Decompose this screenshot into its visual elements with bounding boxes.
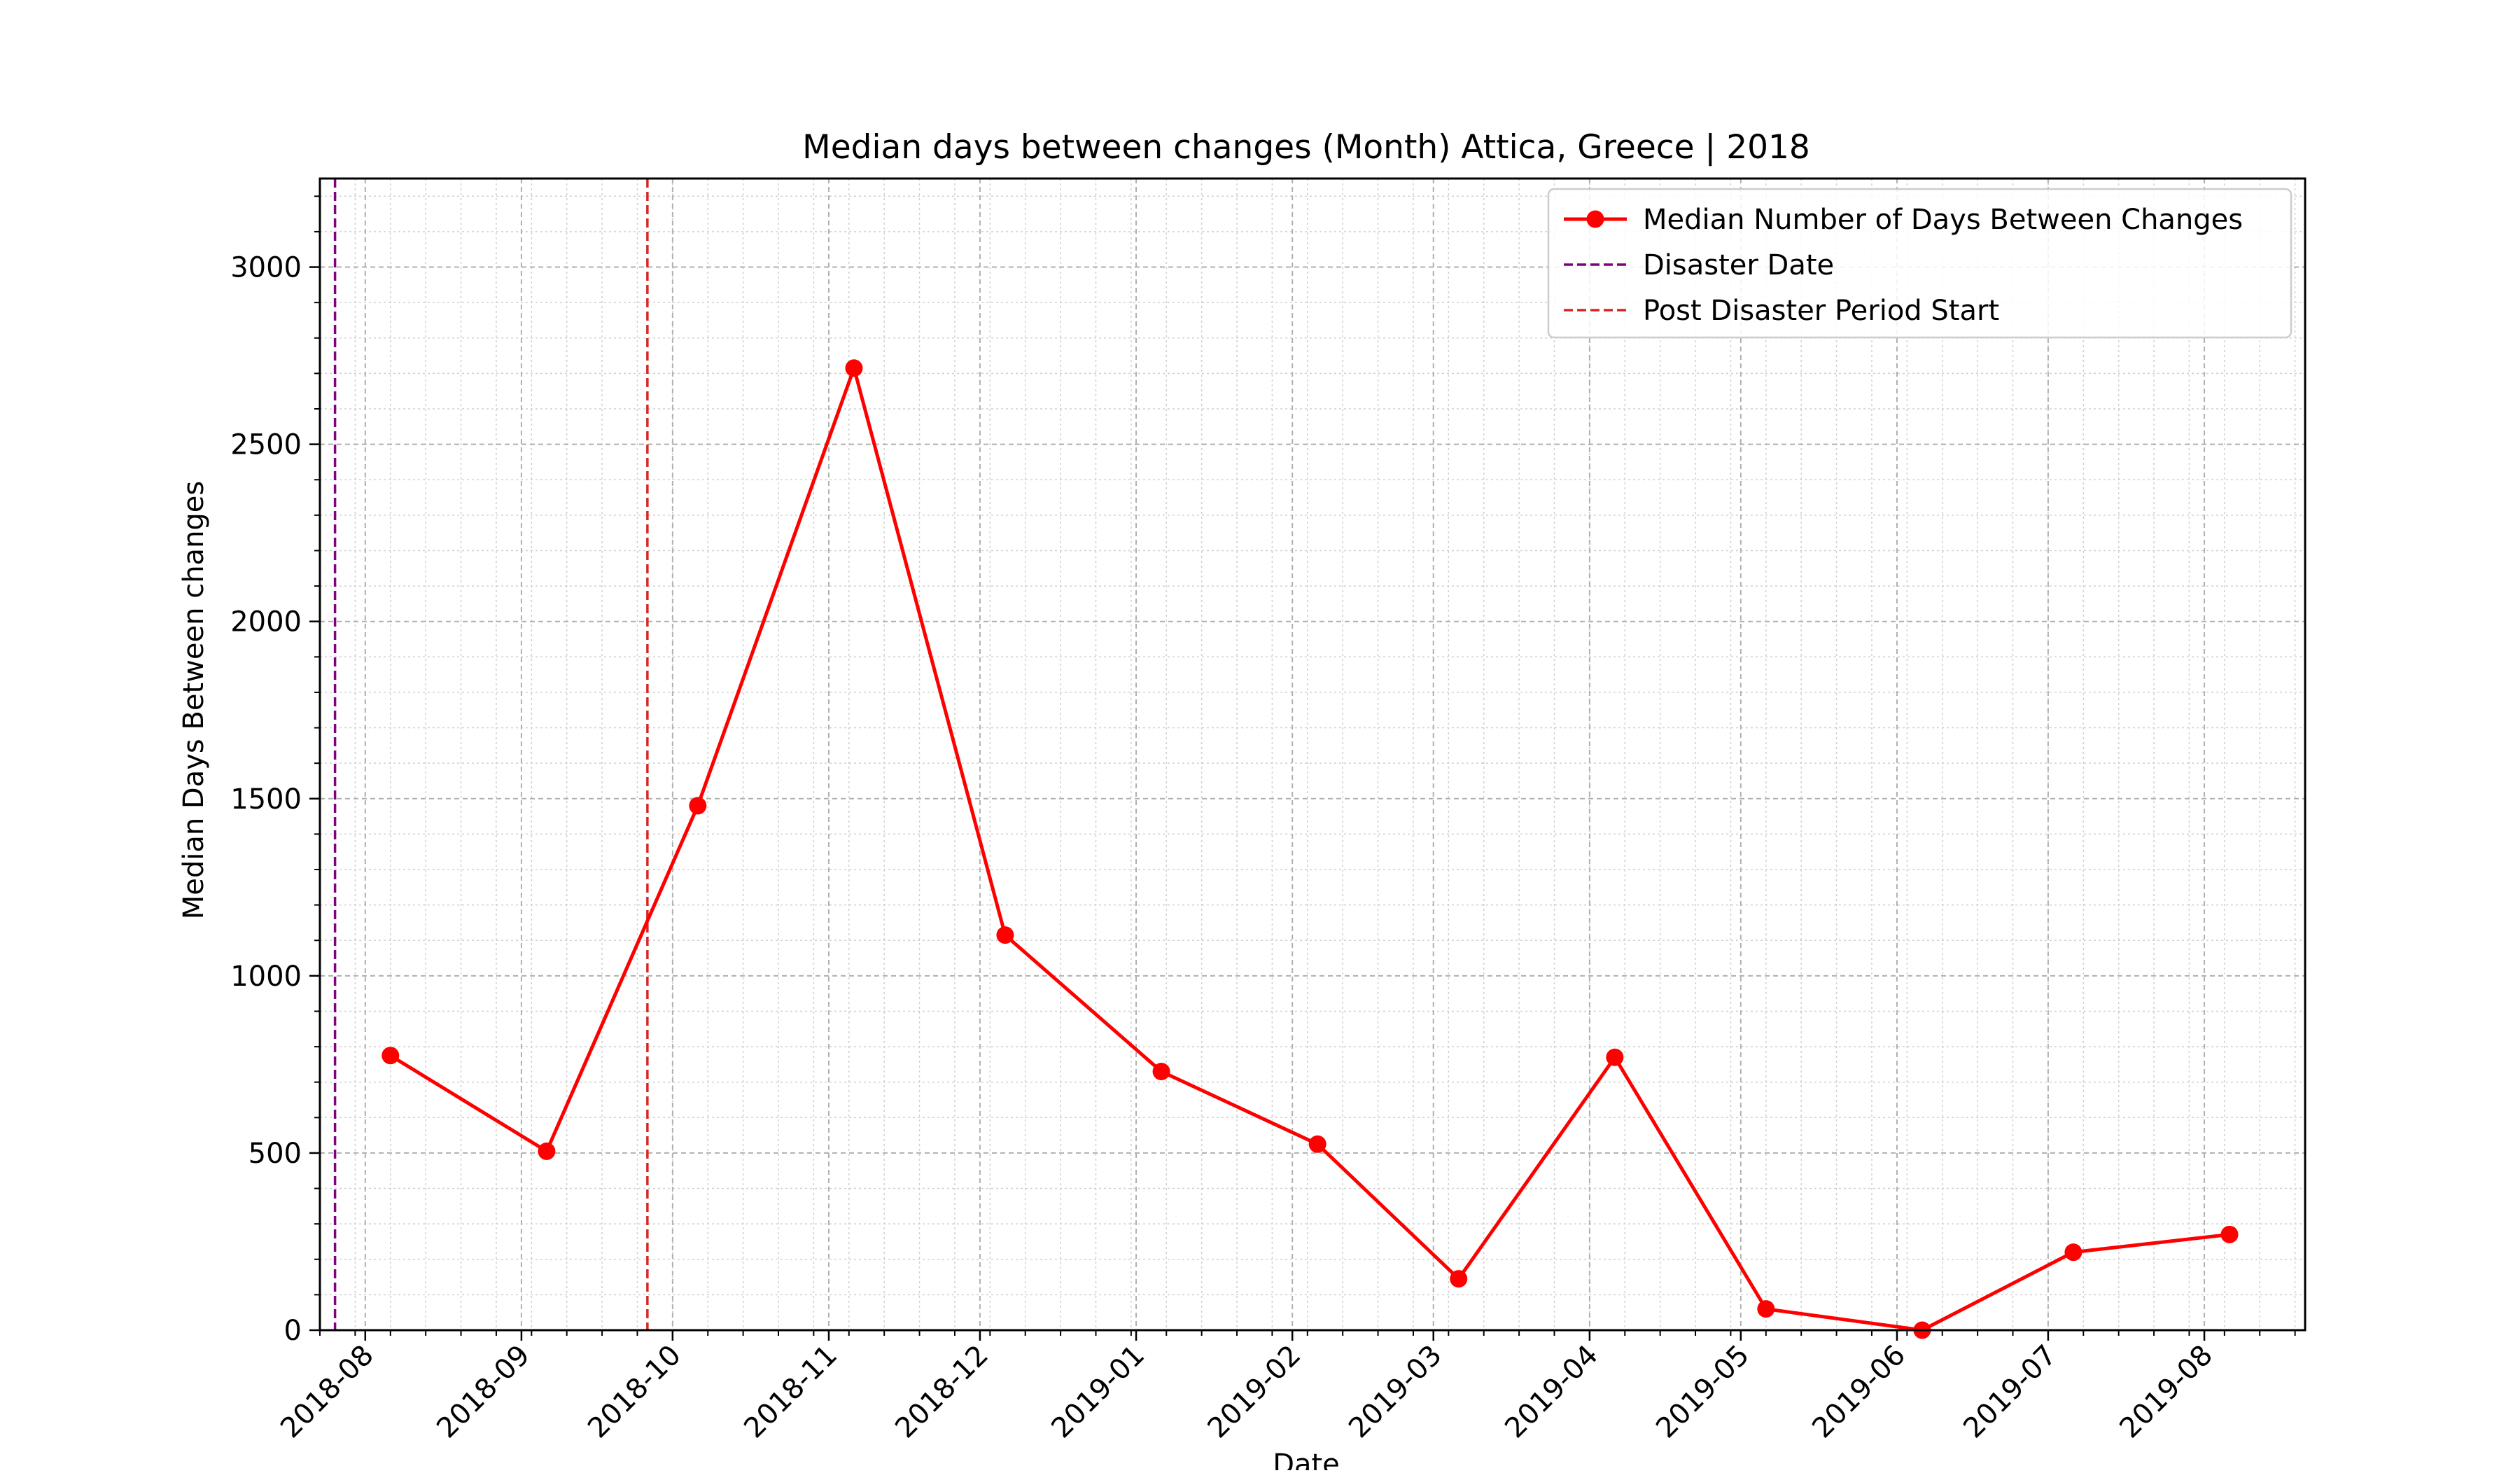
data-point xyxy=(1450,1270,1468,1288)
x-tick-label: 2019-08 xyxy=(2113,1339,2219,1445)
y-axis-label: Median Days Between changes xyxy=(178,481,210,920)
data-point xyxy=(689,797,707,815)
x-tick-label: 2019-03 xyxy=(1343,1339,1448,1445)
data-point xyxy=(2220,1225,2239,1243)
data-point xyxy=(1606,1048,1624,1066)
data-series xyxy=(382,359,2239,1339)
data-point xyxy=(1308,1135,1326,1153)
data-point xyxy=(382,1047,400,1065)
x-tick-label: 2019-04 xyxy=(1499,1339,1604,1445)
y-tick-label: 2500 xyxy=(230,429,302,461)
grid xyxy=(319,179,2305,1331)
axis-ticks: 0 500 1000 1500 2000 2500 3000 2018-08 2018-09 20… xyxy=(230,195,2296,1445)
reference-lines xyxy=(333,179,649,1330)
data-point xyxy=(1757,1300,1775,1318)
x-tick-label: 2018-11 xyxy=(738,1339,844,1445)
legend-label: Median Number of Days Between Changes xyxy=(1643,204,2243,236)
data-point xyxy=(538,1142,556,1160)
x-tick-label: 2018-08 xyxy=(274,1339,380,1445)
legend-label: Post Disaster Period Start xyxy=(1643,295,1999,327)
y-tick-label: 1500 xyxy=(230,783,302,816)
legend-marker xyxy=(1586,210,1604,228)
x-tick-label: 2018-09 xyxy=(430,1339,536,1445)
data-point xyxy=(1152,1063,1170,1081)
series-line xyxy=(389,366,2230,1332)
legend: Median Number of Days Between Changes Dis… xyxy=(1547,188,2292,339)
x-tick-label: 2019-05 xyxy=(1650,1339,1756,1445)
y-tick-label: 3000 xyxy=(230,252,302,284)
y-tick-label: 1000 xyxy=(230,961,302,993)
chart-title: Median days between changes (Month) Atti… xyxy=(802,128,1810,167)
x-tick-label: 2019-01 xyxy=(1045,1339,1151,1445)
x-tick-label: 2019-02 xyxy=(1202,1339,1308,1445)
y-tick-label: 2000 xyxy=(230,606,302,638)
legend-box xyxy=(1547,188,2292,339)
x-tick-label: 2019-07 xyxy=(1957,1339,2063,1445)
legend-label: Disaster Date xyxy=(1643,249,1834,281)
data-point xyxy=(845,359,863,377)
x-tick-label: 2018-12 xyxy=(889,1339,995,1445)
plot-frame xyxy=(318,177,2306,1332)
data-point xyxy=(996,926,1014,944)
x-tick-label: 2018-10 xyxy=(582,1339,687,1445)
x-tick-label: 2019-06 xyxy=(1806,1339,1912,1445)
y-tick-label: 500 xyxy=(248,1138,302,1170)
y-tick-label: 0 xyxy=(284,1315,302,1347)
data-point xyxy=(2064,1243,2082,1262)
x-axis-label: Date xyxy=(1273,1448,1340,1470)
